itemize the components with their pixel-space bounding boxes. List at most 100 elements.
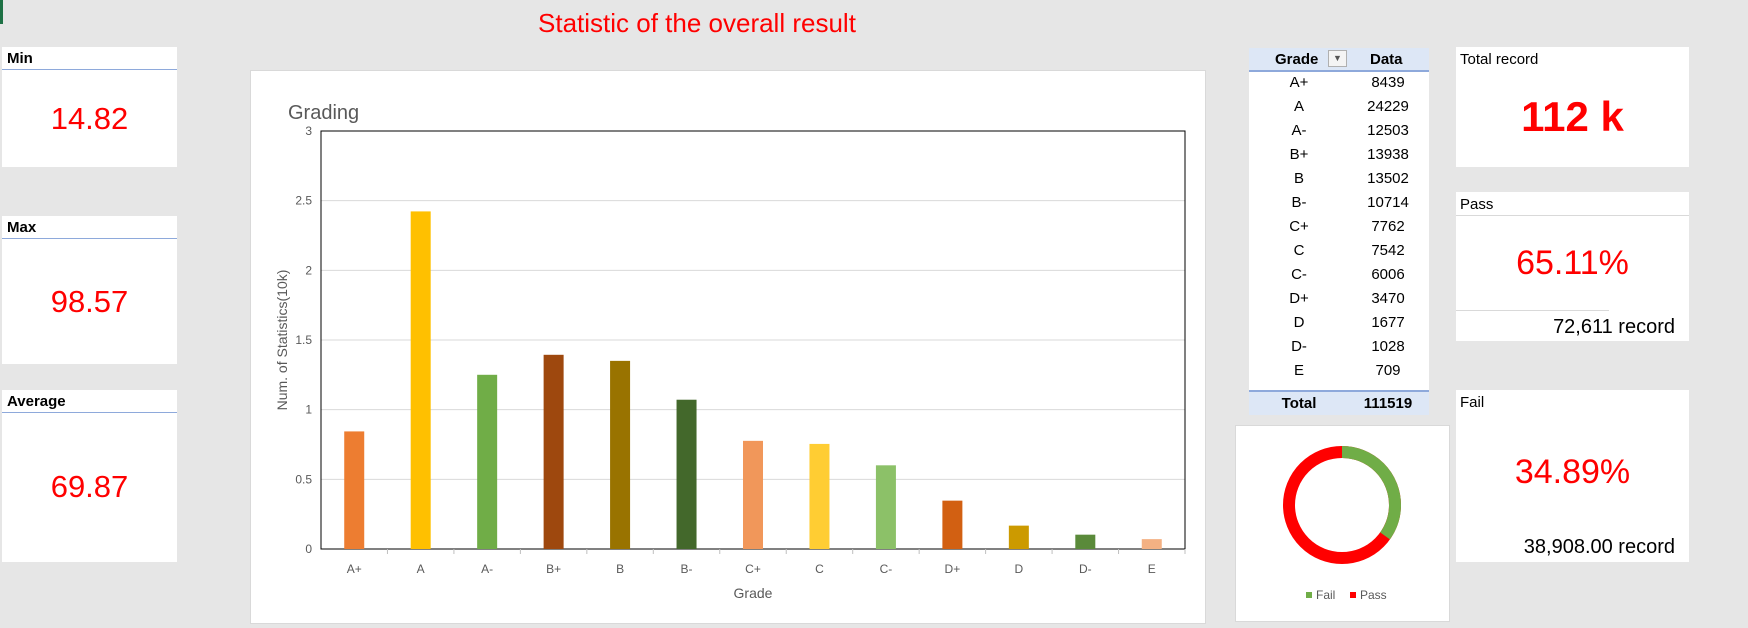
- x-axis-label: Grade: [734, 585, 773, 601]
- x-tick-label: D: [1015, 562, 1024, 576]
- y-tick-label: 0.5: [295, 472, 312, 486]
- bar-B: [610, 360, 631, 549]
- grade-cell: B+: [1289, 146, 1309, 163]
- pass-card[interactable]: Pass 65.11% 72,611 record: [1456, 192, 1689, 341]
- x-tick-label: C+: [745, 562, 761, 576]
- max-value: 98.57: [50, 284, 129, 319]
- x-tick-label: A+: [347, 562, 362, 576]
- max-label: Max: [2, 216, 177, 239]
- table-row: A- 12503: [1249, 122, 1429, 144]
- pass-fail-donut-chart[interactable]: Fail Pass: [1235, 425, 1450, 622]
- max-card[interactable]: Max 98.57: [2, 216, 177, 364]
- table-row: C+ 7762: [1249, 218, 1429, 240]
- grading-chart[interactable]: Grading 0 0.5 1 1.5 2 2.5 3 A+ A A- B+ B B- C+ C C- D+ D D-…: [250, 70, 1206, 624]
- grade-cell: C+: [1289, 218, 1309, 235]
- table-row: D- 1028: [1249, 338, 1429, 360]
- table-row: C- 6006: [1249, 266, 1429, 288]
- pass-card-divider-lower: [1456, 310, 1609, 311]
- x-tick-label: A: [417, 562, 425, 576]
- fail-percent: 34.89%: [1514, 453, 1631, 491]
- total-record-card[interactable]: Total record 112 k: [1456, 47, 1689, 167]
- x-tick-label: C-: [880, 562, 893, 576]
- total-record-label: Total record: [1460, 51, 1539, 68]
- bar-C+: [743, 440, 763, 549]
- x-tick-label: B+: [546, 562, 561, 576]
- dashboard-title: Statistic of the overall result: [538, 8, 856, 38]
- data-cell: 7542: [1371, 242, 1405, 259]
- y-axis-label: Num. of Statistics(10k): [274, 270, 290, 411]
- y-tick-label: 2: [305, 263, 312, 277]
- average-value: 69.87: [50, 469, 129, 504]
- table-row: C 7542: [1249, 242, 1429, 264]
- min-card[interactable]: Min 14.82: [2, 47, 177, 167]
- data-cell: 3470: [1371, 290, 1405, 307]
- pass-percent: 65.11%: [1516, 244, 1629, 282]
- data-cell: 1028: [1371, 338, 1405, 355]
- cell-selection-marker: [0, 0, 3, 24]
- dropdown-arrow-icon[interactable]: ▼: [1328, 50, 1347, 67]
- legend-pass-label: Pass: [1360, 588, 1387, 602]
- min-label: Min: [2, 47, 177, 70]
- average-label: Average: [2, 390, 177, 413]
- grade-cell: D+: [1289, 290, 1309, 307]
- data-cell: 13502: [1367, 170, 1409, 187]
- x-tick-label: D+: [945, 562, 961, 576]
- total-value: 111519: [1363, 395, 1413, 412]
- table-row: B+ 13938: [1249, 146, 1429, 168]
- grade-cell: A: [1293, 98, 1304, 115]
- y-tick-label: 1: [305, 403, 312, 417]
- bar-B+: [543, 354, 564, 549]
- fail-card[interactable]: Fail 34.89% 38,908.00 record: [1456, 390, 1689, 562]
- grade-cell: D: [1293, 314, 1305, 331]
- y-tick-label: 0: [305, 542, 312, 556]
- bar-D+: [942, 500, 963, 549]
- pass-label: Pass: [1460, 196, 1494, 213]
- grading-chart-svg: Grading 0 0.5 1 1.5 2 2.5 3 A+ A A- B+ B B- C+ C C- D+ D D-…: [274, 102, 1186, 601]
- grade-header: Grade: [1275, 51, 1319, 68]
- table-row: D 1677: [1249, 314, 1429, 336]
- table-row: A+ 8439: [1249, 74, 1429, 96]
- bar-A-: [477, 374, 498, 549]
- bar-B-: [676, 399, 697, 549]
- grade-cell: C-: [1291, 266, 1307, 283]
- grade-cell: B-: [1291, 194, 1307, 211]
- y-tick-label: 2.5: [295, 194, 312, 208]
- grade-cell: A+: [1289, 74, 1309, 91]
- data-header: Data: [1370, 51, 1403, 68]
- fail-record-count: 38,908.00 record: [1523, 536, 1675, 558]
- data-cell: 24229: [1367, 98, 1409, 115]
- x-tick-label: E: [1148, 562, 1156, 576]
- grade-cell: B: [1293, 170, 1304, 187]
- bar-E: [1141, 539, 1162, 549]
- legend-pass-swatch: [1350, 592, 1356, 598]
- grade-table[interactable]: Grade ▼ Data A+ 8439 A 24229 A- 12503 B+ 13938 B…: [1249, 48, 1429, 415]
- donut-svg: Fail Pass: [1283, 446, 1401, 602]
- bar-D-: [1075, 534, 1096, 549]
- donut-fail-segment: [1283, 446, 1401, 564]
- table-row: A 24229: [1249, 98, 1429, 120]
- data-cell: 7762: [1371, 218, 1405, 235]
- average-card[interactable]: Average 69.87: [2, 390, 177, 562]
- data-cell: 6006: [1371, 266, 1405, 283]
- grade-cell: C: [1293, 242, 1305, 259]
- bar-A+: [344, 431, 365, 549]
- x-tick-label: A-: [481, 562, 493, 576]
- y-tick-label: 3: [305, 124, 312, 138]
- x-tick-label: D-: [1079, 562, 1092, 576]
- fail-label: Fail: [1460, 394, 1485, 411]
- grade-table-total-row: Total 111519: [1249, 390, 1429, 415]
- data-cell: 12503: [1367, 122, 1409, 139]
- data-cell: 1677: [1371, 314, 1405, 331]
- grade-cell: A-: [1291, 122, 1307, 139]
- bar-C: [809, 443, 830, 549]
- pass-card-divider: [1456, 215, 1689, 216]
- data-cell: 10714: [1367, 194, 1409, 211]
- y-tick-label: 1.5: [295, 333, 312, 347]
- table-row: D+ 3470: [1249, 290, 1429, 312]
- grade-cell: E: [1293, 362, 1304, 379]
- x-tick-label: B-: [681, 562, 693, 576]
- bar-C-: [875, 465, 896, 549]
- table-row: E 709: [1249, 362, 1429, 384]
- total-record-value: 112 k: [1521, 93, 1624, 140]
- x-tick-label: B: [616, 562, 624, 576]
